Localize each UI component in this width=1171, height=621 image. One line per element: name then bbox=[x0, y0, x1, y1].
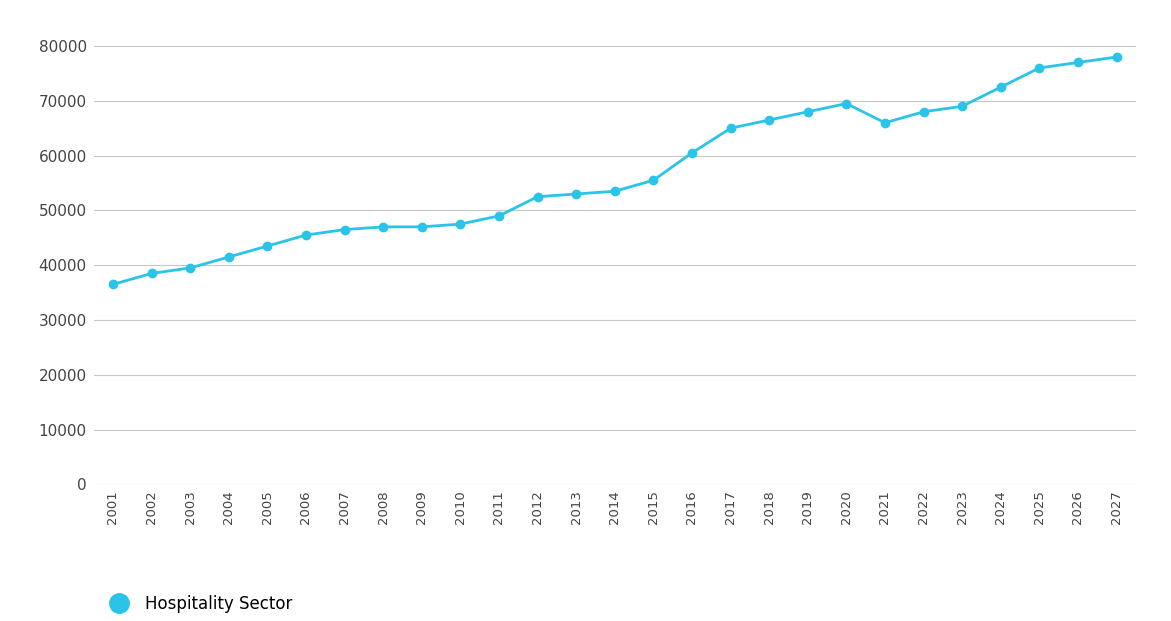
Legend: Hospitality Sector: Hospitality Sector bbox=[102, 595, 293, 613]
